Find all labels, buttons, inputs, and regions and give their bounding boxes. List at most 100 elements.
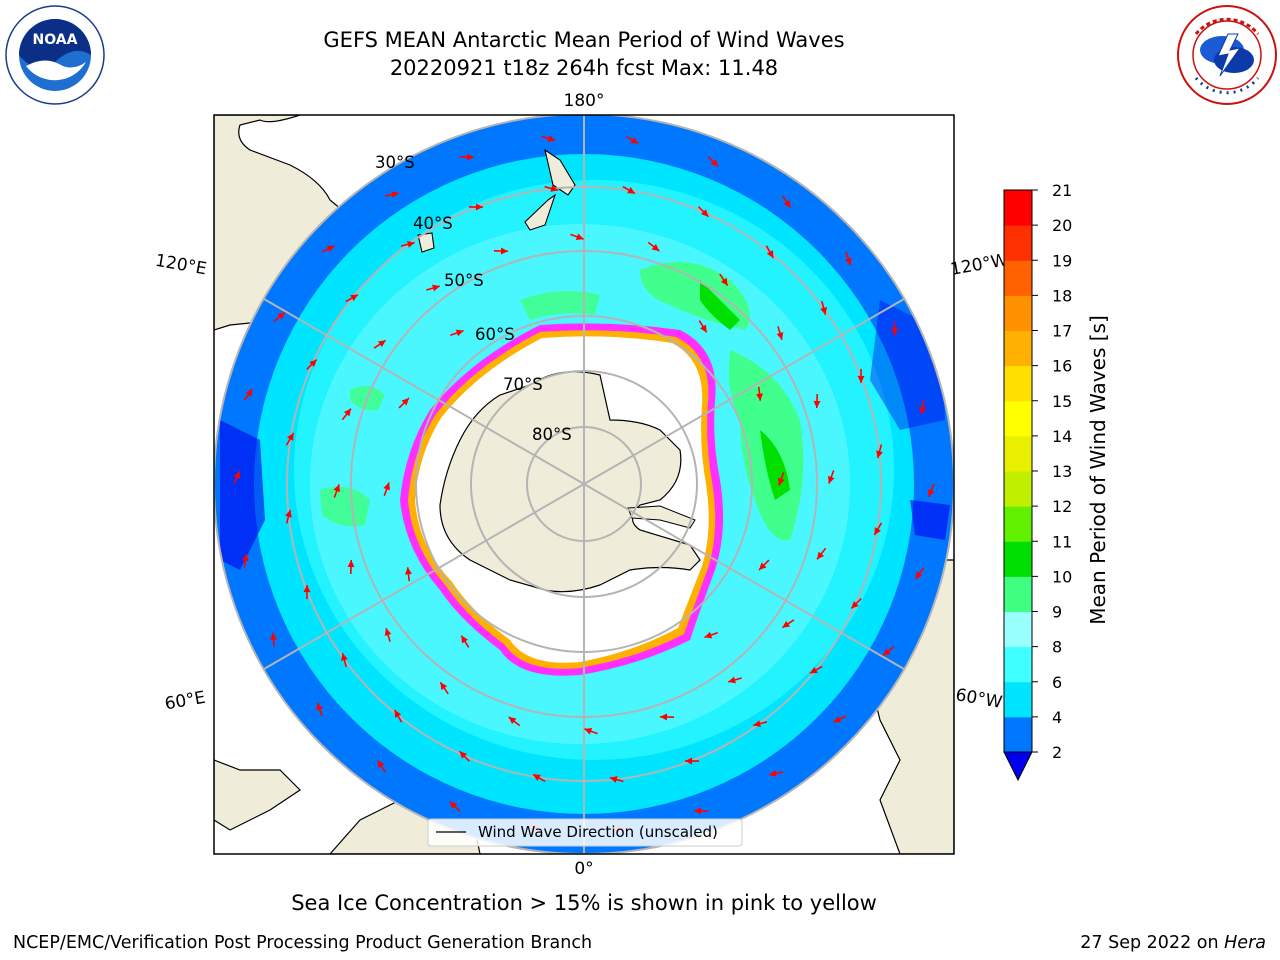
map-figure: Wind Wave Direction (unscaled) 180° 0° 1…: [154, 91, 1110, 879]
wave-arrow-head: [440, 682, 448, 691]
wave-arrow-head: [810, 666, 818, 674]
wave-arrow-head: [475, 203, 483, 211]
map-legend: Wind Wave Direction (unscaled): [427, 818, 743, 847]
wave-arrow-head: [277, 312, 285, 320]
colorbar: 2 4 6 8 9 10 11 12 13 14 15 16 17 18 19 20 21: [1003, 181, 1072, 782]
tasmania: [417, 232, 435, 253]
colorbar-tick-label: 16: [1052, 357, 1072, 376]
wave-arrow-head: [694, 807, 702, 815]
wave-arrow-head: [609, 776, 618, 783]
wave-arrow-head: [891, 328, 898, 336]
wave-arrow-head: [710, 159, 719, 167]
colorbar-swatch: [1004, 716, 1032, 753]
wave-arrow-head: [309, 359, 317, 368]
colorbar-tick-label: 10: [1052, 567, 1072, 586]
colorbar-tick-label: 21: [1052, 181, 1072, 200]
wave-arrow-head: [759, 562, 767, 570]
footer-date-text: 27 Sep 2022 on: [1080, 933, 1225, 953]
wave-arrow-head: [316, 702, 324, 711]
wave-arrow-head: [347, 560, 355, 568]
wave-arrow-head: [766, 250, 774, 258]
wave-arrow-head: [685, 757, 693, 765]
wave-arrow-head: [700, 209, 709, 217]
wave-arrow-head: [876, 450, 883, 459]
colorbar-swatch: [1004, 681, 1032, 718]
wave-arrow-head: [285, 509, 292, 518]
wave-arrow-head: [627, 187, 635, 194]
colorbar-tick-label: 9: [1052, 603, 1062, 622]
wave-arrow-head: [383, 482, 390, 491]
colorbar-extend-arrow: [1003, 751, 1033, 782]
wave-arrow-head: [813, 400, 821, 408]
graticule: [214, 115, 954, 854]
colorbar-tick-label: 18: [1052, 286, 1072, 305]
lat-label-80s: 80°S: [532, 425, 572, 444]
colorbar-tick-label: 13: [1052, 462, 1072, 481]
footer-org: NCEP/EMC/Verification Post Processing Pr…: [13, 933, 593, 953]
footer-host: Hera: [1224, 933, 1266, 953]
colorbar-swatch: [1004, 365, 1032, 402]
colorbar-swatch: [1004, 330, 1032, 367]
lon-label-60e: 60°E: [163, 688, 207, 715]
colorbar-swatch: [1004, 576, 1032, 612]
wave-arrow-head: [915, 571, 923, 579]
wave-arrow-head: [404, 567, 412, 575]
colorbar-tick-label: 4: [1052, 708, 1062, 727]
wave-arrow-head: [455, 329, 464, 337]
wave-arrow-head: [778, 477, 785, 486]
wave-arrow-head: [720, 277, 728, 286]
wave-arrow-head: [508, 717, 517, 725]
colorbar-swatch: [1004, 260, 1032, 296]
wave-arrow-head: [241, 553, 249, 562]
wave-arrow-head: [533, 774, 541, 781]
wave-arrow-head: [756, 393, 764, 401]
colorbar-label: Mean Period of Wind Waves [s]: [1086, 315, 1110, 625]
colorbar-tick-label: 11: [1052, 532, 1072, 551]
chart-title: GEFS MEAN Antarctic Mean Period of Wind …: [323, 28, 845, 52]
legend-label: Wind Wave Direction (unscaled): [478, 823, 718, 841]
colorbar-swatch: [1004, 611, 1032, 648]
new-zealand: [544, 148, 576, 196]
wave-arrow-head: [833, 715, 842, 723]
wave-arrow-head: [391, 191, 399, 198]
wave-arrow-head: [384, 628, 392, 636]
wave-arrow-head: [883, 648, 891, 656]
wave-arrow-head: [630, 136, 639, 144]
wave-arrow-head: [333, 484, 341, 493]
wave-arrow-head: [270, 632, 277, 640]
colorbar-tick-label: 2: [1052, 743, 1062, 762]
antarctica-land: [439, 371, 701, 593]
lat-label-60s: 60°S: [475, 325, 515, 344]
wave-arrow-head: [377, 760, 385, 769]
colorbar-tick-label: 6: [1052, 673, 1062, 692]
wave-arrow-head: [394, 710, 402, 718]
colorbar-tick-label: 20: [1052, 216, 1072, 235]
colorbar-tick-label: 15: [1052, 392, 1072, 411]
wave-arrow-head: [547, 135, 556, 142]
colorbar-swatch: [1004, 435, 1032, 472]
colorbar-tick-label: 12: [1052, 497, 1072, 516]
colorbar-swatch: [1004, 225, 1032, 261]
wave-arrow-head: [459, 751, 468, 759]
colorbar-tick-label: 14: [1052, 427, 1072, 446]
caption: Sea Ice Concentration > 15% is shown in …: [291, 891, 877, 915]
wave-arrow-head: [575, 233, 584, 241]
wave-arrow-head: [584, 727, 593, 735]
noaa-badge-text: NOAA: [33, 32, 78, 48]
nws-logo: [1177, 5, 1277, 105]
wave-arrow-head: [341, 653, 348, 661]
wave-arrow-head: [500, 247, 508, 255]
wave-arrow-head: [851, 600, 859, 609]
wave-arrow-head: [753, 720, 761, 727]
wave-arrow-head: [769, 770, 777, 777]
lon-label-0: 0°: [574, 859, 593, 879]
wave-arrow-head: [874, 527, 881, 535]
wave-arrow-head: [782, 620, 791, 628]
lat-label-70s: 70°S: [503, 375, 543, 394]
colorbar-swatch: [1004, 506, 1032, 542]
map-frame: [213, 114, 955, 855]
wave-arrow-head: [350, 294, 358, 302]
new-zealand-south: [524, 193, 557, 231]
wave-arrow-head: [928, 489, 935, 497]
wave-arrow-head: [776, 332, 784, 340]
